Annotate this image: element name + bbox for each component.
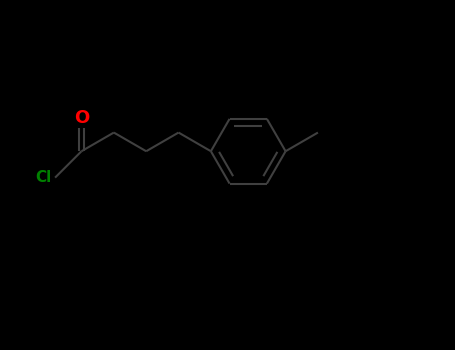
Text: Cl: Cl bbox=[35, 170, 52, 185]
Text: O: O bbox=[74, 108, 89, 127]
